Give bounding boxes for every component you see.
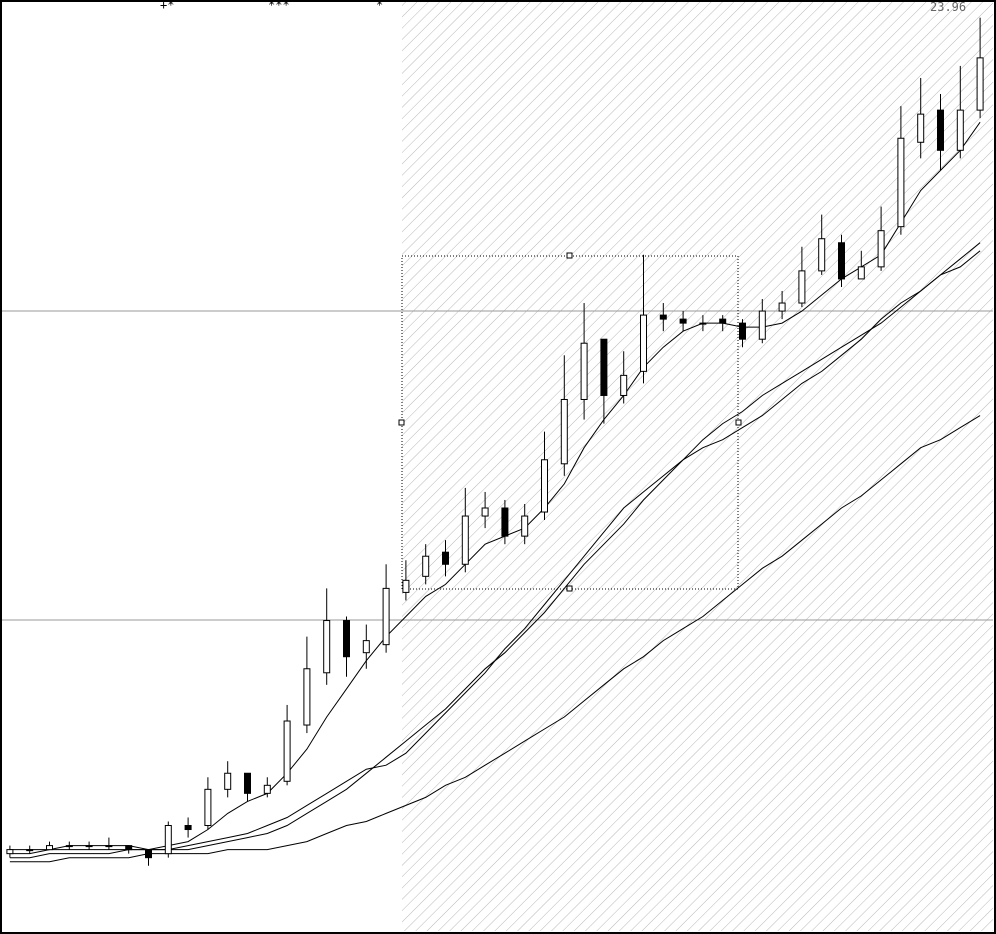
candle-body [857,266,865,280]
hatched-region [402,2,993,931]
candle-body [640,314,647,372]
candle-body [303,668,311,726]
candle-body [125,845,133,851]
marker: * [376,0,383,12]
candle-body [164,825,172,855]
top-markers: +* *** * [160,0,383,12]
candle-body [402,579,410,593]
candle-body [65,845,73,848]
candle-body [283,720,291,782]
price-label: 23.96 [930,0,966,14]
candle-body [343,620,350,658]
candle-body [382,587,390,646]
candle-body [758,310,766,340]
candle-body [105,845,113,848]
candle-body [620,374,628,396]
candle-body [145,849,152,859]
selection-handles [398,252,742,592]
candle-body [323,620,331,674]
candle-body [818,238,826,272]
marker: *** [268,0,290,12]
candle-body [422,555,430,577]
candle-body [184,825,192,831]
candle-body [679,318,687,324]
candle-body [897,137,905,228]
handle[interactable] [566,585,573,592]
candle-body [204,788,212,827]
candle-body [501,507,509,537]
candle-body [541,459,548,513]
candle-body [224,772,232,790]
candle-body [600,338,608,396]
candle-body [976,57,984,111]
candle-body [937,109,944,151]
candle-body [719,318,727,324]
handle[interactable] [735,419,742,426]
candle-body [442,551,449,565]
candle-body [521,515,529,537]
handle[interactable] [566,252,573,259]
candle-body [580,342,588,400]
candle-body [838,242,845,280]
candle-body [244,772,251,794]
marker: +* [160,0,174,12]
candle-body [560,398,568,465]
candle-body [46,845,53,851]
candle-body [699,322,707,325]
candle-body [461,515,469,565]
candle-body [85,845,93,848]
candle-body [362,640,370,654]
handle[interactable] [398,419,405,426]
candle-body [659,314,667,320]
candle-body [917,113,925,143]
candle-body [778,302,786,312]
candle-body [263,784,271,794]
candle-body [798,270,806,304]
candle-body [481,507,489,517]
candle-body [739,322,746,340]
candle-body [26,849,34,852]
candle-body [6,849,14,855]
candle-body [956,109,964,151]
candle-body [877,230,885,268]
plot [6,17,984,866]
